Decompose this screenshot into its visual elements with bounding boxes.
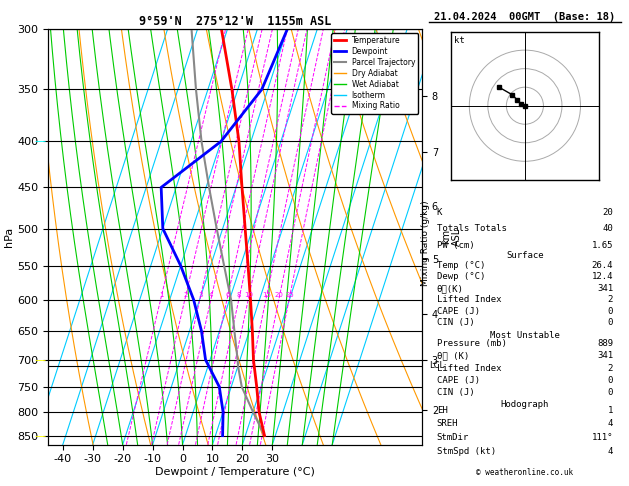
Text: —: — — [34, 137, 45, 146]
Y-axis label: hPa: hPa — [4, 227, 14, 247]
Text: 12.4: 12.4 — [592, 272, 613, 281]
Text: θᴇ (K): θᴇ (K) — [437, 351, 469, 360]
Text: Lifted Index: Lifted Index — [437, 364, 501, 373]
Text: 0: 0 — [608, 318, 613, 328]
Text: CAPE (J): CAPE (J) — [437, 307, 480, 316]
Text: Pressure (mb): Pressure (mb) — [437, 339, 506, 348]
Text: SREH: SREH — [437, 419, 458, 428]
Text: StmSpd (kt): StmSpd (kt) — [437, 447, 496, 455]
Text: 4: 4 — [209, 292, 213, 298]
Text: 3: 3 — [198, 292, 203, 298]
Text: 341: 341 — [597, 351, 613, 360]
Text: Totals Totals: Totals Totals — [437, 224, 506, 233]
X-axis label: Dewpoint / Temperature (°C): Dewpoint / Temperature (°C) — [155, 467, 315, 477]
Text: 1: 1 — [608, 406, 613, 415]
Text: © weatheronline.co.uk: © weatheronline.co.uk — [476, 468, 574, 477]
Text: Dewp (°C): Dewp (°C) — [437, 272, 485, 281]
Text: 10: 10 — [244, 292, 253, 298]
Title: 9°59'N  275°12'W  1155m ASL: 9°59'N 275°12'W 1155m ASL — [139, 15, 331, 28]
Text: StmDir: StmDir — [437, 433, 469, 442]
Text: Most Unstable: Most Unstable — [490, 331, 560, 340]
Text: 2: 2 — [608, 364, 613, 373]
Text: Temp (°C): Temp (°C) — [437, 261, 485, 270]
Text: 0: 0 — [608, 388, 613, 398]
Text: 6: 6 — [225, 292, 230, 298]
Text: CIN (J): CIN (J) — [437, 388, 474, 398]
Text: 889: 889 — [597, 339, 613, 348]
Text: —: — — [34, 355, 45, 365]
Text: 2: 2 — [608, 295, 613, 304]
Legend: Temperature, Dewpoint, Parcel Trajectory, Dry Adiabat, Wet Adiabat, Isotherm, Mi: Temperature, Dewpoint, Parcel Trajectory… — [331, 33, 418, 114]
Text: EH: EH — [437, 406, 447, 415]
Text: Mixing Ratio (g/kg): Mixing Ratio (g/kg) — [421, 200, 430, 286]
Text: LCL: LCL — [430, 362, 445, 370]
Text: 0: 0 — [608, 376, 613, 385]
Text: 4: 4 — [608, 447, 613, 455]
Text: 21.04.2024  00GMT  (Base: 18): 21.04.2024 00GMT (Base: 18) — [434, 12, 616, 22]
Text: CIN (J): CIN (J) — [437, 318, 474, 328]
Text: 0: 0 — [608, 307, 613, 316]
Text: 20: 20 — [603, 208, 613, 217]
Y-axis label: km
ASL: km ASL — [441, 228, 462, 246]
Text: Lifted Index: Lifted Index — [437, 295, 501, 304]
Text: 25: 25 — [285, 292, 294, 298]
Text: K: K — [437, 208, 442, 217]
Text: PW (cm): PW (cm) — [437, 241, 474, 249]
Text: 8: 8 — [237, 292, 242, 298]
Text: 1.65: 1.65 — [592, 241, 613, 249]
Text: 40: 40 — [603, 224, 613, 233]
Text: Hodograph: Hodograph — [501, 400, 549, 409]
Text: 1: 1 — [159, 292, 164, 298]
Text: 341: 341 — [597, 284, 613, 293]
Text: 15: 15 — [262, 292, 270, 298]
Text: 20: 20 — [275, 292, 284, 298]
Text: 2: 2 — [183, 292, 187, 298]
Text: CAPE (J): CAPE (J) — [437, 376, 480, 385]
Text: 26.4: 26.4 — [592, 261, 613, 270]
Text: θᴇ(K): θᴇ(K) — [437, 284, 464, 293]
Text: 4: 4 — [608, 419, 613, 428]
Text: kt: kt — [455, 35, 465, 45]
Text: 111°: 111° — [592, 433, 613, 442]
Text: Surface: Surface — [506, 251, 543, 260]
Text: —: — — [34, 431, 45, 441]
